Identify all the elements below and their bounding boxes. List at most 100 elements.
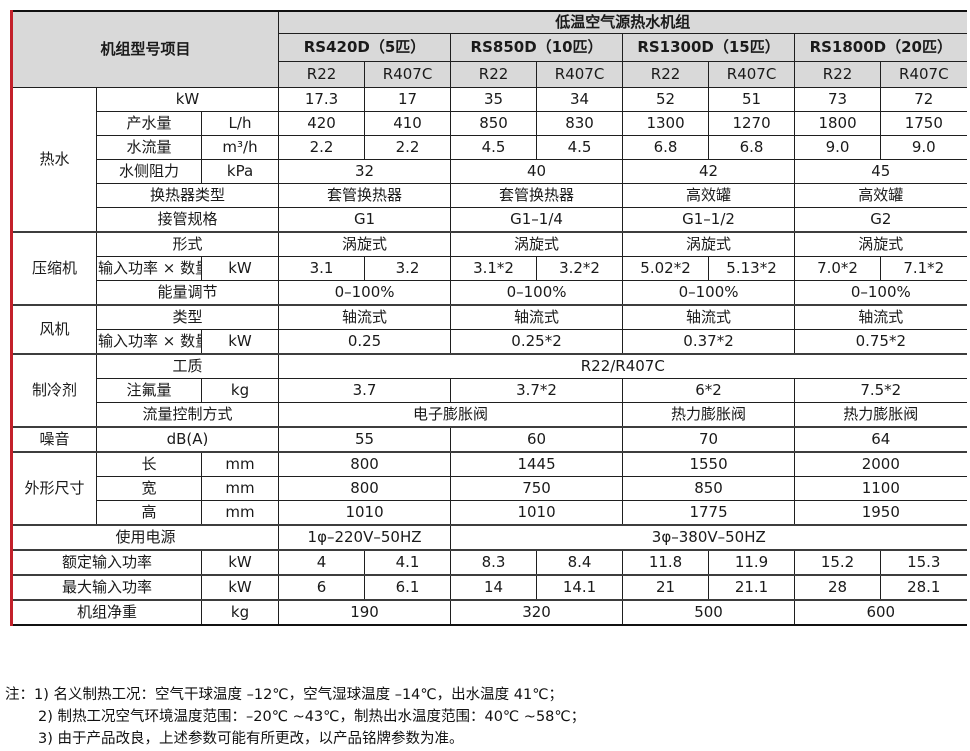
value-cell: 51 — [708, 87, 796, 112]
row-label: 水侧阻力 — [96, 159, 202, 184]
value-cell: 高效罐 — [622, 183, 796, 208]
spec-table: 机组型号项目 低温空气源热水机组 RS420D（5匹） RS850D（10匹） … — [10, 10, 967, 626]
value-cell: 21 — [622, 574, 710, 601]
value-cell: 7.5*2 — [794, 378, 967, 403]
value-cell: 1270 — [708, 111, 796, 136]
value-cell: 34 — [536, 87, 624, 112]
row-noise: 噪音 dB(A) 55 60 70 64 — [11, 426, 967, 453]
value-cell: 3.1*2 — [450, 256, 538, 281]
value-cell: 5.13*2 — [708, 256, 796, 281]
value-cell: G1 — [278, 207, 452, 233]
value-cell: G1–1/2 — [622, 207, 796, 233]
value-cell: 850 — [450, 111, 538, 136]
value-cell: 28.1 — [880, 574, 967, 601]
value-cell: 64 — [794, 426, 967, 453]
value-cell: 70 — [622, 426, 796, 453]
row-label: kW — [95, 87, 280, 112]
refrigerant-header: R407C — [880, 61, 967, 88]
value-cell: 0.75*2 — [794, 329, 967, 355]
row-unit: kPa — [200, 159, 280, 184]
value-cell: 28 — [794, 574, 882, 601]
group-noise: 噪音 — [11, 426, 97, 453]
row-unit: L/h — [200, 111, 280, 136]
value-cell: 4.1 — [364, 549, 452, 576]
value-cell: 1550 — [622, 451, 796, 477]
model-header: RS1800D（20匹） — [794, 33, 967, 62]
value-cell: 35 — [450, 87, 538, 112]
value-cell: 45 — [794, 159, 967, 184]
value-cell: 套管换热器 — [450, 183, 624, 208]
row-label: 输入功率 × 数量 — [96, 329, 202, 355]
row-fan-power: 输入功率 × 数量 kW 0.25 0.25*2 0.37*2 0.75*2 — [12, 329, 967, 355]
value-cell: 3φ–380V–50HZ — [450, 524, 967, 551]
row-unit: kW — [200, 329, 280, 355]
value-cell: 7.1*2 — [880, 256, 967, 281]
footnotes: 注：1) 名义制热工况：空气干球温度 –12℃，空气湿球温度 –14℃，出水温度… — [5, 684, 585, 750]
value-cell: 72 — [880, 87, 967, 112]
row-label: 最大输入功率 — [11, 574, 202, 601]
row-max-input: 最大输入功率 kW 6 6.1 14 14.1 21 21.1 28 28.1 — [11, 574, 967, 601]
value-cell: 32 — [278, 159, 452, 184]
model-header: RS1300D（15匹） — [622, 33, 796, 62]
value-cell: 42 — [622, 159, 796, 184]
value-cell: 17 — [364, 87, 452, 112]
corner-header: 机组型号项目 — [10, 10, 280, 88]
value-cell: 830 — [536, 111, 624, 136]
value-cell: 0.25*2 — [450, 329, 624, 355]
row-power-supply: 使用电源 1φ–220V–50HZ 3φ–380V–50HZ — [10, 524, 967, 551]
row-water-yield: 产水量 L/h 420 410 850 830 1300 1270 1800 1… — [12, 111, 967, 136]
value-cell: 0–100% — [622, 280, 796, 306]
row-label: 水流量 — [96, 135, 202, 160]
row-unit: kg — [200, 378, 280, 403]
value-cell: 0–100% — [450, 280, 624, 306]
value-cell: 热力膨胀阀 — [622, 402, 796, 428]
value-cell: 17.3 — [278, 87, 366, 112]
refrigerant-header: R22 — [278, 61, 366, 88]
value-cell: 420 — [278, 111, 366, 136]
header-row-models: RS420D（5匹） RS850D（10匹） RS1300D（15匹） RS18… — [12, 33, 967, 62]
row-label: 换热器类型 — [95, 183, 280, 208]
value-cell: G2 — [794, 207, 967, 233]
value-cell: 11.9 — [708, 549, 796, 576]
footnote-line: 3) 由于产品改良，上述参数可能有所更改，以产品铭牌参数为准。 — [38, 731, 464, 747]
group-dimensions: 外形尺寸 — [11, 451, 97, 526]
row-comp-form: 压缩机 形式 涡旋式 涡旋式 涡旋式 涡旋式 — [11, 231, 967, 306]
value-cell: 15.2 — [794, 549, 882, 576]
row-length: 外形尺寸 长 mm 800 1445 1550 2000 — [11, 451, 967, 526]
value-cell: 850 — [622, 476, 796, 501]
row-unit: kW — [200, 549, 280, 576]
value-cell: 2.2 — [278, 135, 366, 160]
value-cell: 0–100% — [794, 280, 967, 306]
value-cell: 1010 — [278, 500, 452, 526]
value-cell: 1445 — [450, 451, 624, 477]
row-label: 形式 — [95, 231, 280, 257]
value-cell: 320 — [450, 599, 624, 626]
row-label: 注氟量 — [96, 378, 202, 403]
value-cell: 2.2 — [364, 135, 452, 160]
refrigerant-header: R407C — [364, 61, 452, 88]
value-cell: 11.8 — [622, 549, 710, 576]
row-unit: mm — [200, 476, 280, 501]
value-cell: 涡旋式 — [278, 231, 452, 257]
value-cell: 4 — [278, 549, 366, 576]
value-cell: 1300 — [622, 111, 710, 136]
value-cell: 6.1 — [364, 574, 452, 601]
row-hx-type: 换热器类型 套管换热器 套管换热器 高效罐 高效罐 — [12, 183, 967, 208]
row-water-flow: 水流量 m³/h 2.2 2.2 4.5 4.5 6.8 6.8 9.0 9.0 — [12, 135, 967, 160]
row-label: 输入功率 × 数量 — [96, 256, 202, 281]
row-label: dB(A) — [95, 426, 280, 453]
row-water-resist: 水侧阻力 kPa 32 40 42 45 — [12, 159, 967, 184]
row-comp-power: 输入功率 × 数量 kW 3.1 3.2 3.1*2 3.2*2 5.02*2 … — [12, 256, 967, 281]
row-fan-type: 风机 类型 轴流式 轴流式 轴流式 轴流式 — [11, 304, 967, 355]
row-unit: mm — [200, 500, 280, 526]
value-cell: 1950 — [794, 500, 967, 526]
value-cell: 3.7*2 — [450, 378, 624, 403]
value-cell: 轴流式 — [622, 304, 796, 330]
value-cell: 1750 — [880, 111, 967, 136]
value-cell: 40 — [450, 159, 624, 184]
value-cell: 6.8 — [708, 135, 796, 160]
refrigerant-header: R22 — [450, 61, 538, 88]
row-unit: kW — [200, 256, 280, 281]
row-height: 高 mm 1010 1010 1775 1950 — [12, 500, 967, 526]
